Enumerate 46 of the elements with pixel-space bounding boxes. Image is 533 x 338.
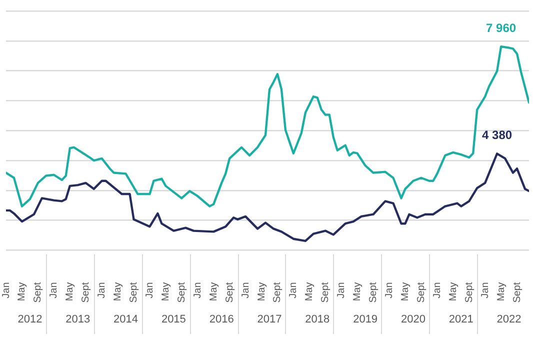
x-tick-label: Jan — [384, 282, 396, 298]
x-tick-label: Sept — [32, 282, 44, 303]
x-tick-label: Jan — [240, 282, 252, 298]
x-tick-label: Sept — [464, 282, 475, 303]
x-tick-label: Jan — [144, 282, 156, 298]
x-tick-label: Jan — [96, 282, 108, 298]
x-tick-label: May — [16, 282, 28, 302]
x-tick-label: May — [304, 282, 316, 302]
x-tick-label: Jan — [336, 282, 348, 298]
x-tick-label: Jan — [48, 282, 60, 298]
x-tick-label: Jan — [192, 282, 204, 298]
x-tick-label: Jan — [432, 282, 443, 298]
data-label: 7 960 — [486, 20, 516, 35]
x-tick-label: Sept — [128, 282, 140, 303]
x2-tick-label: 2016 — [209, 313, 234, 326]
x-tick-label: May — [352, 282, 364, 302]
x-tick-label: Sept — [272, 282, 284, 303]
x-tick-label: Sept — [368, 282, 380, 303]
x2-tick-label: 2020 — [400, 313, 426, 326]
x-tick-label: Sept — [80, 282, 92, 303]
x-tick-label: May — [64, 282, 76, 302]
x-tick-label: Sept — [416, 282, 427, 303]
x-tick-label: Sept — [176, 282, 188, 303]
x2-tick-label: 2014 — [114, 313, 138, 326]
x-tick-label: May — [112, 282, 124, 302]
x2-tick-label: 2017 — [257, 313, 282, 326]
x-tick-label: Jan — [480, 282, 491, 298]
x-tick-label: Jan — [0, 282, 12, 298]
x-tick-label: Jan — [288, 282, 300, 298]
x2-tick-label: 2012 — [18, 313, 42, 326]
x2-tick-label: 2015 — [161, 313, 186, 326]
x-tick-label: Sept — [512, 282, 523, 303]
x-tick-label: May — [208, 282, 220, 302]
x2-tick-label: 2013 — [66, 313, 90, 326]
x-tick-label: May — [496, 282, 507, 302]
x2-tick-label: 2018 — [305, 313, 330, 326]
x-tick-label: May — [400, 282, 411, 302]
x2-tick-label: 2021 — [448, 313, 474, 326]
x2-tick-label: 2019 — [353, 313, 378, 326]
x-tick-label: May — [448, 282, 459, 302]
x-tick-label: Sept — [224, 282, 236, 303]
x2-tick-label: 2022 — [496, 313, 522, 326]
x-tick-label: May — [160, 282, 172, 302]
data-label: 4 380 — [482, 128, 512, 142]
x-tick-label: Sept — [320, 282, 332, 303]
x-tick-label: May — [256, 282, 268, 302]
